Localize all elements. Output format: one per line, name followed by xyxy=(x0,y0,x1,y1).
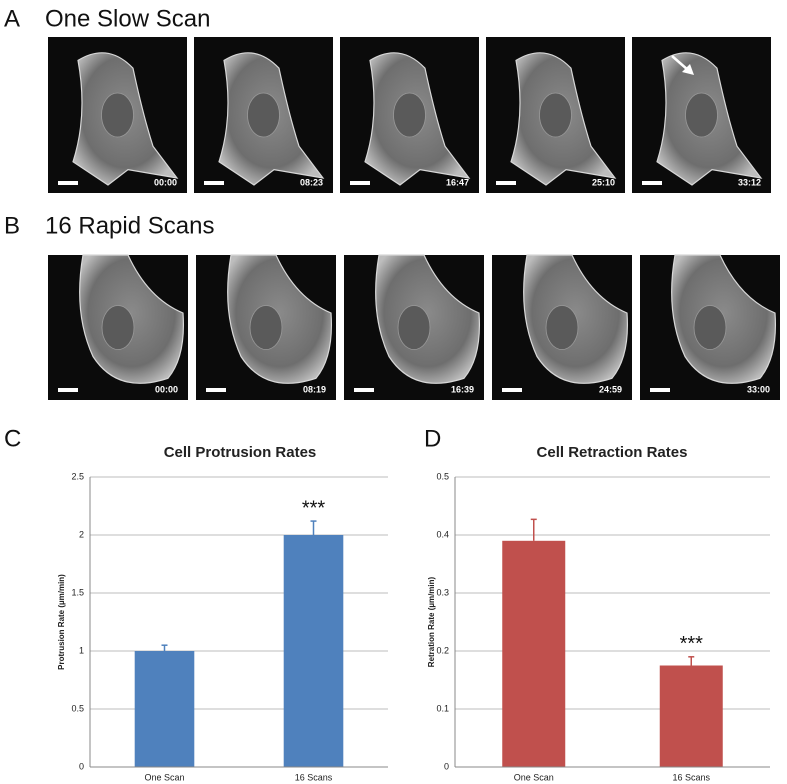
y-tick-label: 0.1 xyxy=(436,703,449,713)
y-axis-label: Retration Rate (µm/min) xyxy=(427,576,436,667)
scale-bar xyxy=(642,181,662,185)
y-tick-label: 2.5 xyxy=(71,471,84,481)
y-tick-label: 0.2 xyxy=(436,645,449,655)
scale-bar xyxy=(354,388,374,392)
y-tick-label: 0.5 xyxy=(436,471,449,481)
x-tick-label: 16 Scans xyxy=(295,772,333,782)
chart-title: Cell Retraction Rates xyxy=(537,444,688,461)
y-tick-label: 1.5 xyxy=(71,587,84,597)
scale-bar xyxy=(650,388,670,392)
y-tick-label: 0.5 xyxy=(71,703,84,713)
scale-bar xyxy=(58,181,78,185)
error-bar xyxy=(688,656,695,666)
nucleus xyxy=(397,305,431,350)
panel-label: B xyxy=(4,212,20,239)
timestamp: 24:59 xyxy=(599,384,622,394)
bar xyxy=(283,535,344,767)
nucleus xyxy=(393,92,426,138)
scale-bar xyxy=(58,388,78,392)
timestamp: 33:00 xyxy=(747,384,770,394)
y-tick-label: 0.4 xyxy=(436,529,449,539)
y-axis-label: Protrusion Rate (µm/min) xyxy=(57,574,66,670)
timestamp: 25:10 xyxy=(592,177,615,187)
significance: *** xyxy=(680,633,704,655)
nucleus xyxy=(545,305,579,350)
y-tick-label: 1 xyxy=(79,645,84,655)
timestamp: 16:47 xyxy=(446,177,469,187)
error-bar xyxy=(161,644,168,651)
nucleus xyxy=(101,305,135,350)
timestamp: 00:00 xyxy=(155,384,178,394)
panel-title: 16 Rapid Scans xyxy=(45,212,214,239)
timestamp: 16:39 xyxy=(451,384,474,394)
scale-bar xyxy=(502,388,522,392)
bar xyxy=(134,651,195,767)
y-tick-label: 0.3 xyxy=(436,587,449,597)
timestamp: 08:23 xyxy=(300,177,323,187)
nucleus xyxy=(539,92,572,138)
y-tick-label: 0 xyxy=(444,761,449,771)
nucleus xyxy=(685,92,718,138)
scale-bar xyxy=(204,181,224,185)
panel-label: A xyxy=(4,5,20,32)
significance: *** xyxy=(302,497,326,519)
scale-bar xyxy=(350,181,370,185)
chart-title: Cell Protrusion Rates xyxy=(164,444,317,461)
y-tick-label: 2 xyxy=(79,529,84,539)
nucleus xyxy=(101,92,134,138)
panel-label: D xyxy=(424,425,441,452)
bar xyxy=(659,665,723,767)
error-bar xyxy=(310,520,317,535)
nucleus xyxy=(693,305,727,350)
x-tick-label: One Scan xyxy=(514,772,554,782)
timestamp: 33:12 xyxy=(738,177,761,187)
y-tick-label: 0 xyxy=(79,761,84,771)
x-tick-label: One Scan xyxy=(144,772,184,782)
scale-bar xyxy=(206,388,226,392)
timestamp: 08:19 xyxy=(303,384,326,394)
scale-bar xyxy=(496,181,516,185)
x-tick-label: 16 Scans xyxy=(672,772,710,782)
arrow xyxy=(671,55,689,71)
timestamp: 00:00 xyxy=(154,177,177,187)
bar xyxy=(502,540,566,767)
panel-label: C xyxy=(4,425,21,452)
nucleus xyxy=(247,92,280,138)
panel-title: One Slow Scan xyxy=(45,5,210,32)
nucleus xyxy=(249,305,283,350)
error-bar xyxy=(530,518,537,541)
arrow-head xyxy=(682,64,694,75)
